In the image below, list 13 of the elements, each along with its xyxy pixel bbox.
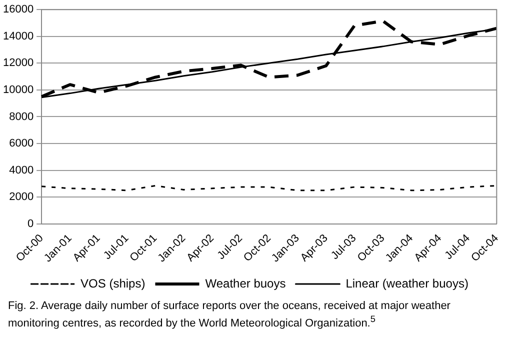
y-tick-label: 10000 — [2, 84, 34, 96]
y-tick-label: 2000 — [9, 191, 34, 204]
y-tick-label: 0 — [27, 218, 34, 230]
y-tick-label: 8000 — [9, 110, 34, 123]
y-tick-label: 12000 — [2, 57, 34, 70]
y-tick-label: 16000 — [2, 4, 34, 16]
y-tick-label: 14000 — [2, 30, 34, 42]
y-tick-label: 4000 — [9, 164, 34, 176]
y-tick-label: 6000 — [9, 138, 34, 150]
legend-label: Linear (weather buoys) — [346, 276, 468, 290]
legend-label: VOS (ships) — [80, 276, 146, 290]
legend-label: Weather buoys — [205, 276, 286, 290]
caption: Fig. 2. Average daily number of surface reports over the oceans, received at major weather monitoring centres, as recorded by the World Meteorological Organization.$^{5}$ — [8, 300, 452, 331]
